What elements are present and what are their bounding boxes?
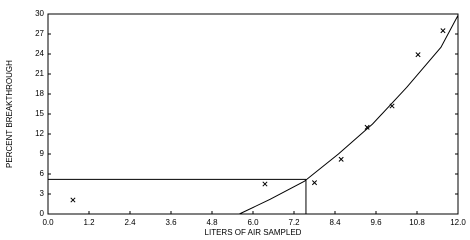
x-axis-label: LITERS OF AIR SAMPLED <box>205 228 302 237</box>
x-tick-label: 0.0 <box>42 218 54 227</box>
x-tick-label: 8.4 <box>329 218 341 227</box>
x-tick-label: 4.8 <box>206 218 218 227</box>
y-tick-label: 18 <box>35 89 44 98</box>
data-point <box>389 103 395 109</box>
data-point <box>338 156 344 162</box>
x-tick-label: 7.2 <box>288 218 300 227</box>
y-tick-label: 27 <box>35 29 44 38</box>
data-point <box>262 181 268 187</box>
x-tick-label: 10.8 <box>409 218 425 227</box>
data-point <box>440 28 446 34</box>
y-tick-label: 6 <box>40 169 45 178</box>
data-point <box>311 180 318 186</box>
y-axis-label: PERCENT BREAKTHROUGH <box>5 60 14 168</box>
x-tick-label: 6.0 <box>247 218 259 227</box>
x-tick-label: 12.0 <box>450 218 466 227</box>
data-point <box>415 52 421 58</box>
data-point <box>70 197 76 203</box>
y-tick-label: 24 <box>35 49 44 58</box>
x-tick-label: 1.2 <box>83 218 95 227</box>
y-tick-label: 3 <box>40 189 45 198</box>
y-tick-label: 30 <box>35 9 44 18</box>
fit-curve <box>239 15 459 215</box>
data-point <box>364 124 370 130</box>
y-tick-label: 0 <box>40 209 45 218</box>
y-tick-label: 21 <box>35 69 44 78</box>
y-tick-label: 9 <box>40 149 45 158</box>
x-tick-label: 9.6 <box>370 218 382 227</box>
x-tick-label: 2.4 <box>124 218 136 227</box>
y-tick-label: 12 <box>35 129 44 138</box>
y-tick-label: 15 <box>35 109 44 118</box>
x-tick-label: 3.6 <box>165 218 177 227</box>
plot-frame <box>47 13 459 215</box>
